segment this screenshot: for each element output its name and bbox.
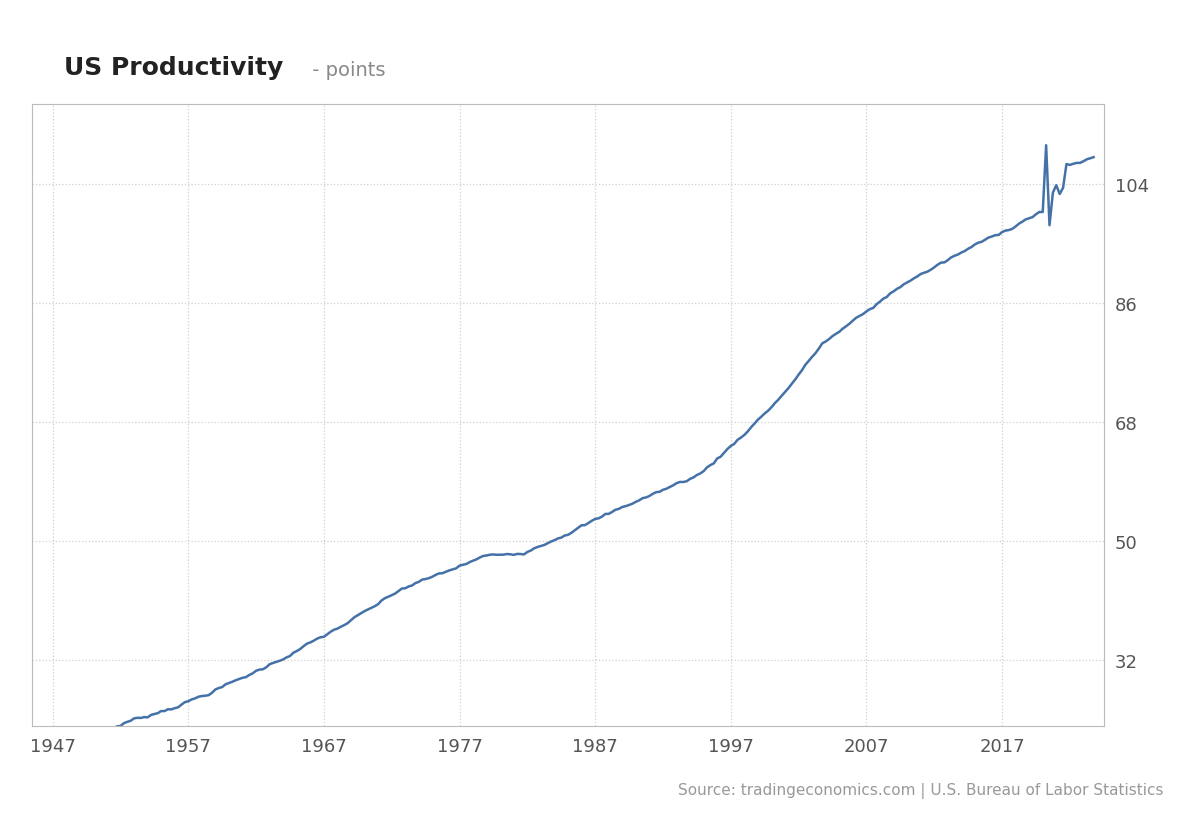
Text: - points: - points [306, 61, 385, 80]
Text: US Productivity: US Productivity [65, 57, 283, 80]
Text: Source: tradingeconomics.com | U.S. Bureau of Labor Statistics: Source: tradingeconomics.com | U.S. Bure… [678, 782, 1164, 799]
